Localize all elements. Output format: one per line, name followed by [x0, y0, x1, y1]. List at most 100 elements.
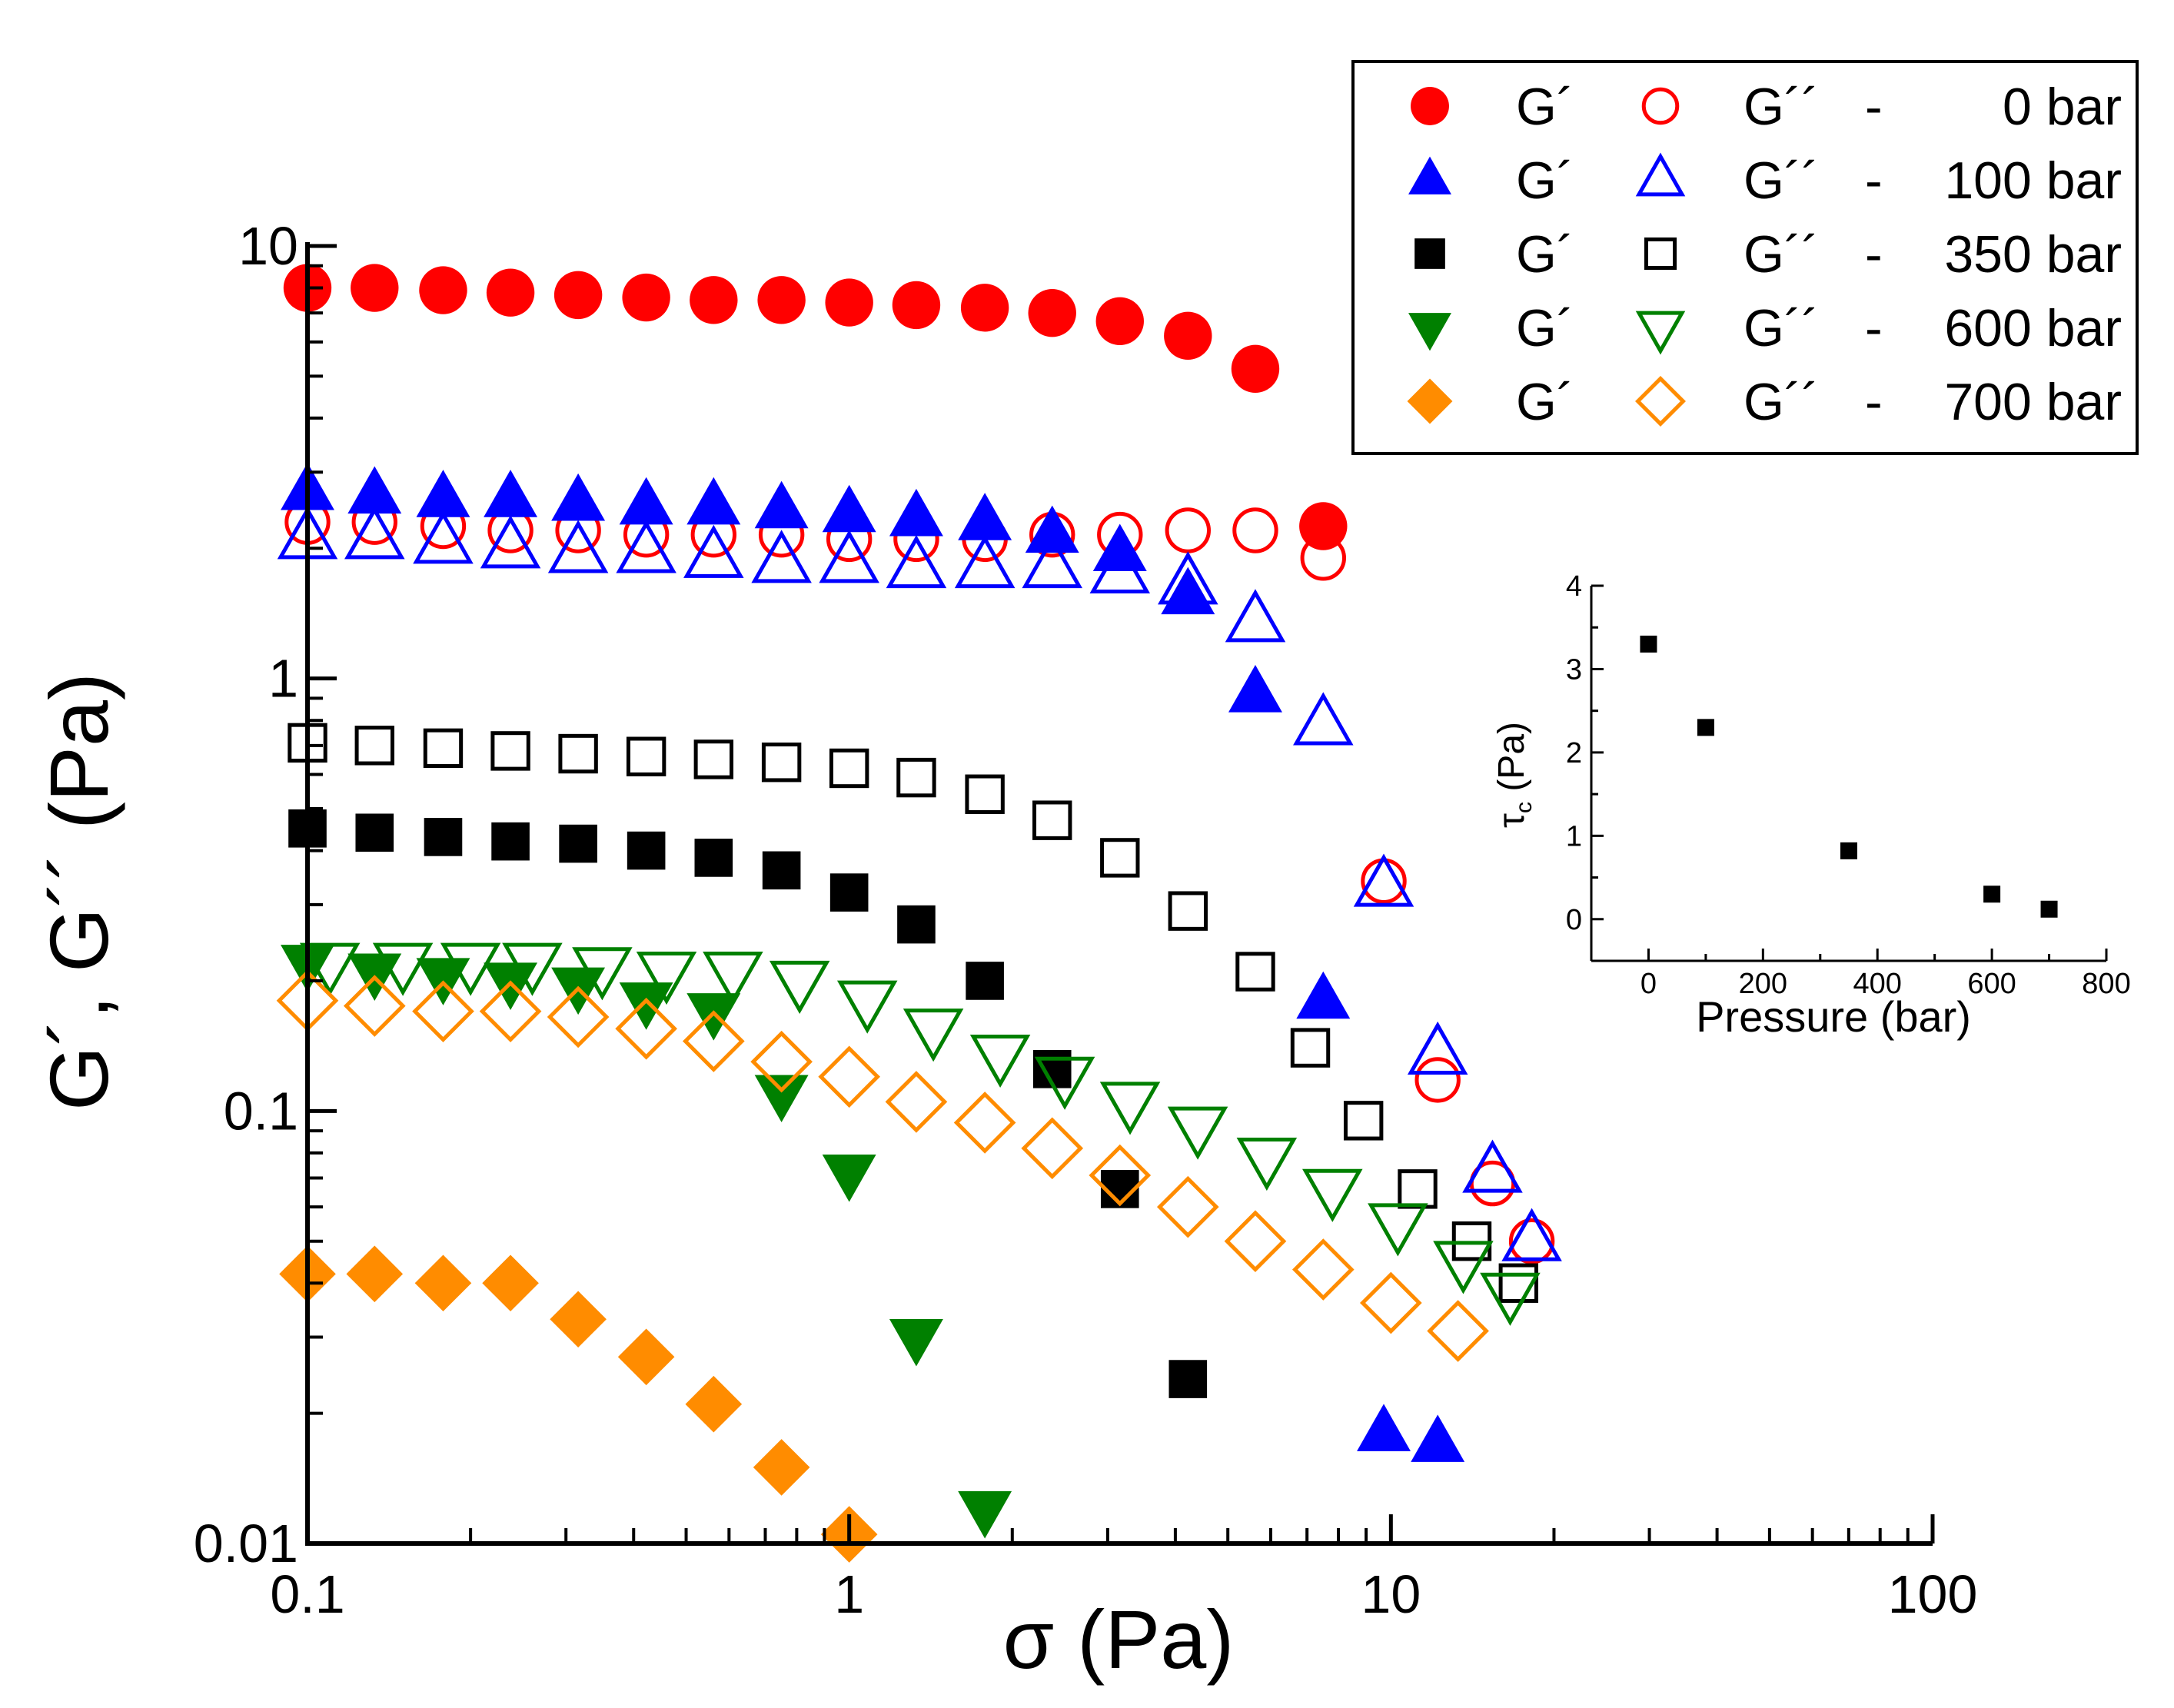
g-prime-point: [889, 488, 943, 537]
g-prime-point: [897, 905, 936, 944]
legend-separator: -: [1865, 151, 1883, 210]
g-prime-point: [484, 470, 538, 517]
g-prime-point: [619, 477, 673, 525]
main-data-marks: [276, 264, 1562, 1563]
inset-data-point: [1840, 842, 1857, 859]
g-double-prime-point: [1235, 952, 1275, 992]
y-tick-label: 0.01: [194, 1514, 298, 1573]
legend-filled-marker: [1411, 87, 1449, 125]
x-tick-label: 10: [1361, 1564, 1421, 1624]
legend-row: G´ G´´ - 350 bar: [1414, 225, 2122, 284]
g-prime-point: [966, 962, 1004, 1000]
g-prime-point: [419, 266, 467, 314]
g-double-prime-point: [693, 739, 734, 779]
inset-y-label-subscript: c: [1511, 802, 1537, 813]
g-double-prime-point: [1498, 1263, 1539, 1303]
g-double-prime-point: [626, 736, 666, 776]
g-prime-point: [1025, 505, 1079, 553]
g-double-prime-point: [761, 743, 802, 783]
g-double-prime-point: [829, 748, 869, 789]
series-0-bar: [283, 264, 1555, 1264]
legend-separator: -: [1865, 78, 1883, 136]
legend-filled-marker: [1407, 378, 1453, 424]
g-prime-point: [1228, 665, 1282, 713]
g-double-prime-point: [1368, 1203, 1428, 1257]
g-prime-point: [351, 264, 399, 312]
g-double-prime-point: [423, 728, 464, 769]
g-prime-point: [960, 284, 1009, 332]
g-prime-point: [622, 273, 670, 322]
g-double-prime-point: [1032, 800, 1072, 840]
x-axis-label: σ (Pa): [1003, 1593, 1235, 1686]
g-prime-point: [1299, 502, 1348, 550]
legend-series-label: 600 bar: [1944, 299, 2122, 357]
x-tick-label: 0.1: [270, 1564, 344, 1624]
inset-data-point: [1697, 719, 1714, 736]
g-double-prime-point: [1414, 1057, 1461, 1103]
y-tick-label: 1: [268, 649, 298, 709]
g-double-prime-point: [1433, 1241, 1494, 1294]
legend-series-label: 350 bar: [1944, 225, 2122, 284]
inset-y-tick-label: 1: [1566, 820, 1582, 852]
g-double-prime-point: [1302, 1168, 1363, 1222]
g-double-prime-point: [413, 510, 474, 564]
g-double-prime-point: [1290, 1028, 1331, 1068]
g-double-prime-point: [1462, 1139, 1523, 1193]
g-prime-point: [822, 1155, 876, 1202]
inset-y-label-symbol: τ: [1491, 813, 1532, 828]
legend-g-double-prime-label: G´´: [1744, 151, 1819, 210]
g-double-prime-point: [1099, 1082, 1161, 1135]
g-double-prime-point: [1343, 1101, 1384, 1141]
g-double-prime-point: [819, 530, 879, 583]
inset-data-marks: [1640, 635, 2058, 918]
legend-open-marker: [1635, 152, 1686, 197]
g-prime-point: [1357, 1404, 1411, 1451]
g-double-prime-point: [818, 1045, 881, 1108]
g-prime-point: [424, 818, 463, 856]
inset-x-tick-label: 800: [2082, 968, 2130, 1000]
legend-g-double-prime-label: G´´: [1744, 373, 1819, 431]
legend-g-prime-label: G´: [1516, 225, 1574, 284]
inset-x-tick-label: 600: [1967, 968, 2016, 1000]
g-double-prime-point: [1407, 1021, 1468, 1075]
g-prime-point: [1161, 567, 1215, 615]
g-double-prime-point: [547, 985, 610, 1048]
g-double-prime-point: [1353, 853, 1414, 907]
g-double-prime-point: [558, 733, 598, 774]
g-double-prime-point: [1156, 1175, 1219, 1238]
g-prime-point: [686, 993, 741, 1041]
g-double-prime-point: [1034, 1056, 1095, 1110]
g-prime-point: [958, 1490, 1012, 1539]
g-prime-point: [1411, 1414, 1465, 1462]
g-double-prime-point: [750, 1030, 813, 1093]
x-tick-label: 1: [834, 1564, 864, 1624]
g-prime-point: [491, 822, 530, 861]
g-prime-point: [1095, 297, 1144, 346]
legend-g-prime-label: G´: [1516, 78, 1574, 136]
x-tick-label: 100: [1888, 1564, 1978, 1624]
g-prime-point: [619, 982, 673, 1030]
g-prime-point: [892, 281, 941, 330]
g-prime-point: [694, 839, 733, 877]
g-prime-point: [757, 276, 806, 324]
legend-filled-marker: [1414, 238, 1445, 269]
g-prime-point: [550, 1291, 607, 1348]
g-prime-point: [627, 831, 666, 870]
legend-row: G´ G´´ - 100 bar: [1408, 151, 2122, 210]
legend-open-marker: [1644, 237, 1677, 271]
g-double-prime-point: [885, 1071, 948, 1133]
legend-row: G´ G´´ - 600 bar: [1408, 299, 2122, 357]
legend-g-prime-label: G´: [1516, 373, 1574, 431]
g-double-prime-point: [354, 726, 394, 766]
inset-data-point: [1640, 635, 1657, 653]
g-double-prime-point: [636, 951, 697, 1005]
g-prime-point: [822, 484, 876, 533]
legend-g-prime-label: G´: [1516, 151, 1574, 210]
legend-open-marker: [1635, 376, 1686, 427]
g-double-prime-point: [682, 1010, 745, 1072]
legend-g-double-prime-label: G´´: [1744, 78, 1819, 136]
g-double-prime-point: [490, 731, 530, 771]
g-double-prime-point: [480, 515, 541, 569]
g-double-prime-point: [344, 506, 405, 560]
